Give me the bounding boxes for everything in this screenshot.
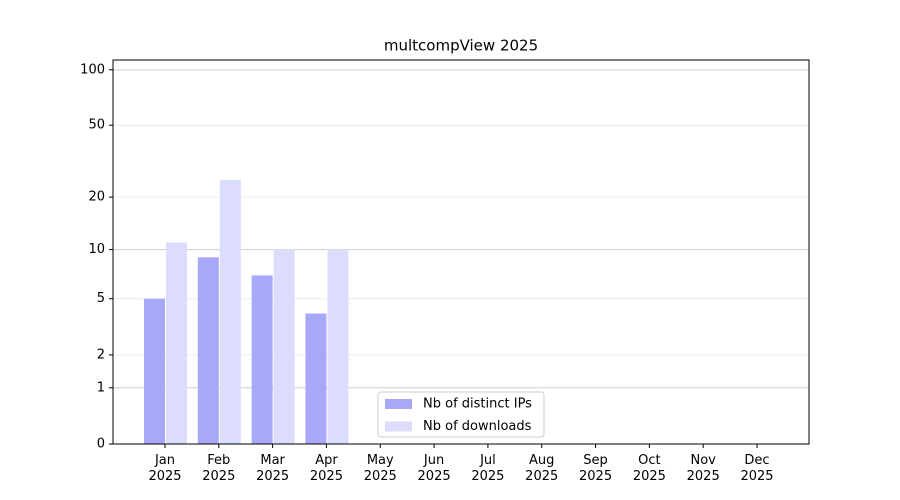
x-tick-label: Feb 2025 bbox=[202, 453, 236, 484]
x-tick-label: Jan 2025 bbox=[148, 453, 182, 484]
x-tick-label: Apr 2025 bbox=[309, 453, 343, 484]
y-tick-label: 50 bbox=[88, 118, 105, 133]
y-tick-label: 0 bbox=[97, 437, 105, 452]
x-tick-label: Sep 2025 bbox=[579, 453, 613, 484]
x-tick-label: Mar 2025 bbox=[256, 453, 290, 484]
legend-box bbox=[377, 391, 545, 438]
y-tick-label: 10 bbox=[88, 242, 105, 257]
x-tick-label: May 2025 bbox=[363, 453, 397, 484]
bar bbox=[197, 257, 219, 444]
bar bbox=[219, 179, 241, 445]
bar bbox=[273, 249, 295, 444]
x-tick-label: Dec 2025 bbox=[740, 453, 774, 484]
chart-title: multcompView 2025 bbox=[384, 37, 538, 55]
y-tick-label: 20 bbox=[88, 190, 105, 205]
legend-label: Nb of distinct IPs bbox=[423, 397, 532, 412]
bar bbox=[327, 249, 349, 444]
y-tick-label: 1 bbox=[97, 380, 105, 395]
x-tick-label: Oct 2025 bbox=[632, 453, 666, 484]
y-tick-label: 5 bbox=[97, 291, 105, 306]
y-tick-label: 2 bbox=[97, 347, 105, 362]
legend: Nb of distinct IPs Nb of downloads bbox=[377, 391, 545, 438]
y-tick-label: 100 bbox=[80, 62, 105, 77]
bar bbox=[251, 275, 273, 444]
x-tick-label: Jun 2025 bbox=[417, 453, 451, 484]
bar bbox=[165, 242, 187, 444]
x-tick-label: Aug 2025 bbox=[525, 453, 559, 484]
legend-swatch bbox=[385, 399, 412, 409]
legend-label: Nb of downloads bbox=[423, 419, 532, 434]
plot-frame bbox=[112, 59, 810, 445]
x-tick-label: Jul 2025 bbox=[471, 453, 505, 484]
x-tick-label: Nov 2025 bbox=[686, 453, 720, 484]
bar bbox=[305, 313, 327, 444]
bar bbox=[143, 298, 165, 444]
legend-swatch bbox=[385, 421, 412, 432]
